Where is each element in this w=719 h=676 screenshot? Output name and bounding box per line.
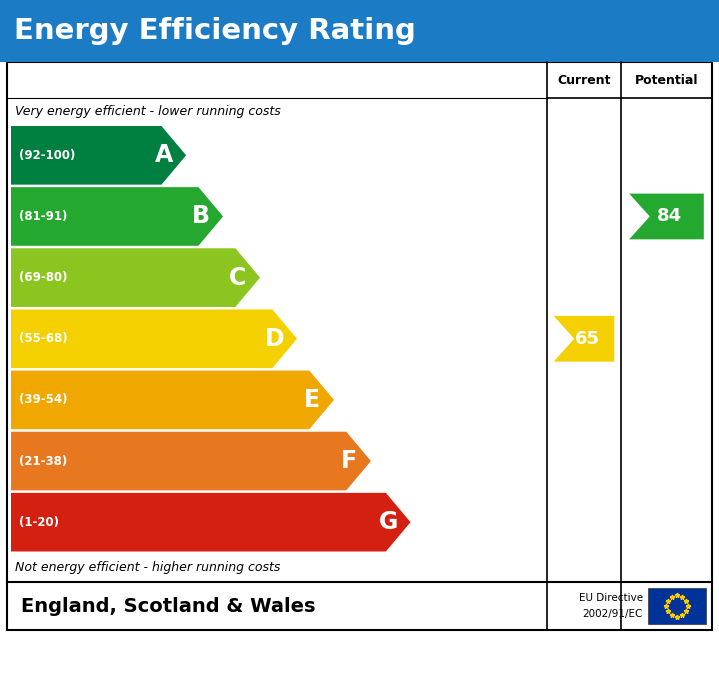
Polygon shape <box>554 316 614 362</box>
Text: (1-20): (1-20) <box>19 516 59 529</box>
Bar <box>7 62 712 630</box>
Text: (21-38): (21-38) <box>19 454 68 468</box>
Polygon shape <box>629 193 704 239</box>
Text: A: A <box>155 143 173 168</box>
Text: (55-68): (55-68) <box>19 332 68 345</box>
Text: (92-100): (92-100) <box>19 149 75 162</box>
Polygon shape <box>11 248 260 307</box>
Text: Current: Current <box>557 74 610 87</box>
Bar <box>0 0 719 62</box>
Text: Not energy efficient - higher running costs: Not energy efficient - higher running co… <box>15 562 280 575</box>
Bar <box>648 588 706 624</box>
Text: 65: 65 <box>574 330 600 347</box>
Polygon shape <box>11 126 186 185</box>
Text: E: E <box>303 388 320 412</box>
Text: (81-91): (81-91) <box>19 210 68 223</box>
Text: B: B <box>192 204 210 228</box>
Text: 84: 84 <box>657 208 682 226</box>
Text: G: G <box>379 510 398 534</box>
Text: EU Directive: EU Directive <box>579 593 643 603</box>
Text: C: C <box>229 266 247 289</box>
Text: Potential: Potential <box>635 74 698 87</box>
Polygon shape <box>11 310 297 368</box>
Polygon shape <box>11 370 334 429</box>
Polygon shape <box>11 493 411 552</box>
Text: England, Scotland & Wales: England, Scotland & Wales <box>21 596 316 616</box>
Text: D: D <box>265 327 285 351</box>
Text: Energy Efficiency Rating: Energy Efficiency Rating <box>14 17 416 45</box>
Polygon shape <box>11 432 371 490</box>
Text: (39-54): (39-54) <box>19 393 68 406</box>
Text: Very energy efficient - lower running costs: Very energy efficient - lower running co… <box>15 105 280 118</box>
Polygon shape <box>11 187 223 246</box>
Text: 2002/91/EC: 2002/91/EC <box>582 609 643 619</box>
Text: (69-80): (69-80) <box>19 271 68 284</box>
Text: F: F <box>341 449 357 473</box>
